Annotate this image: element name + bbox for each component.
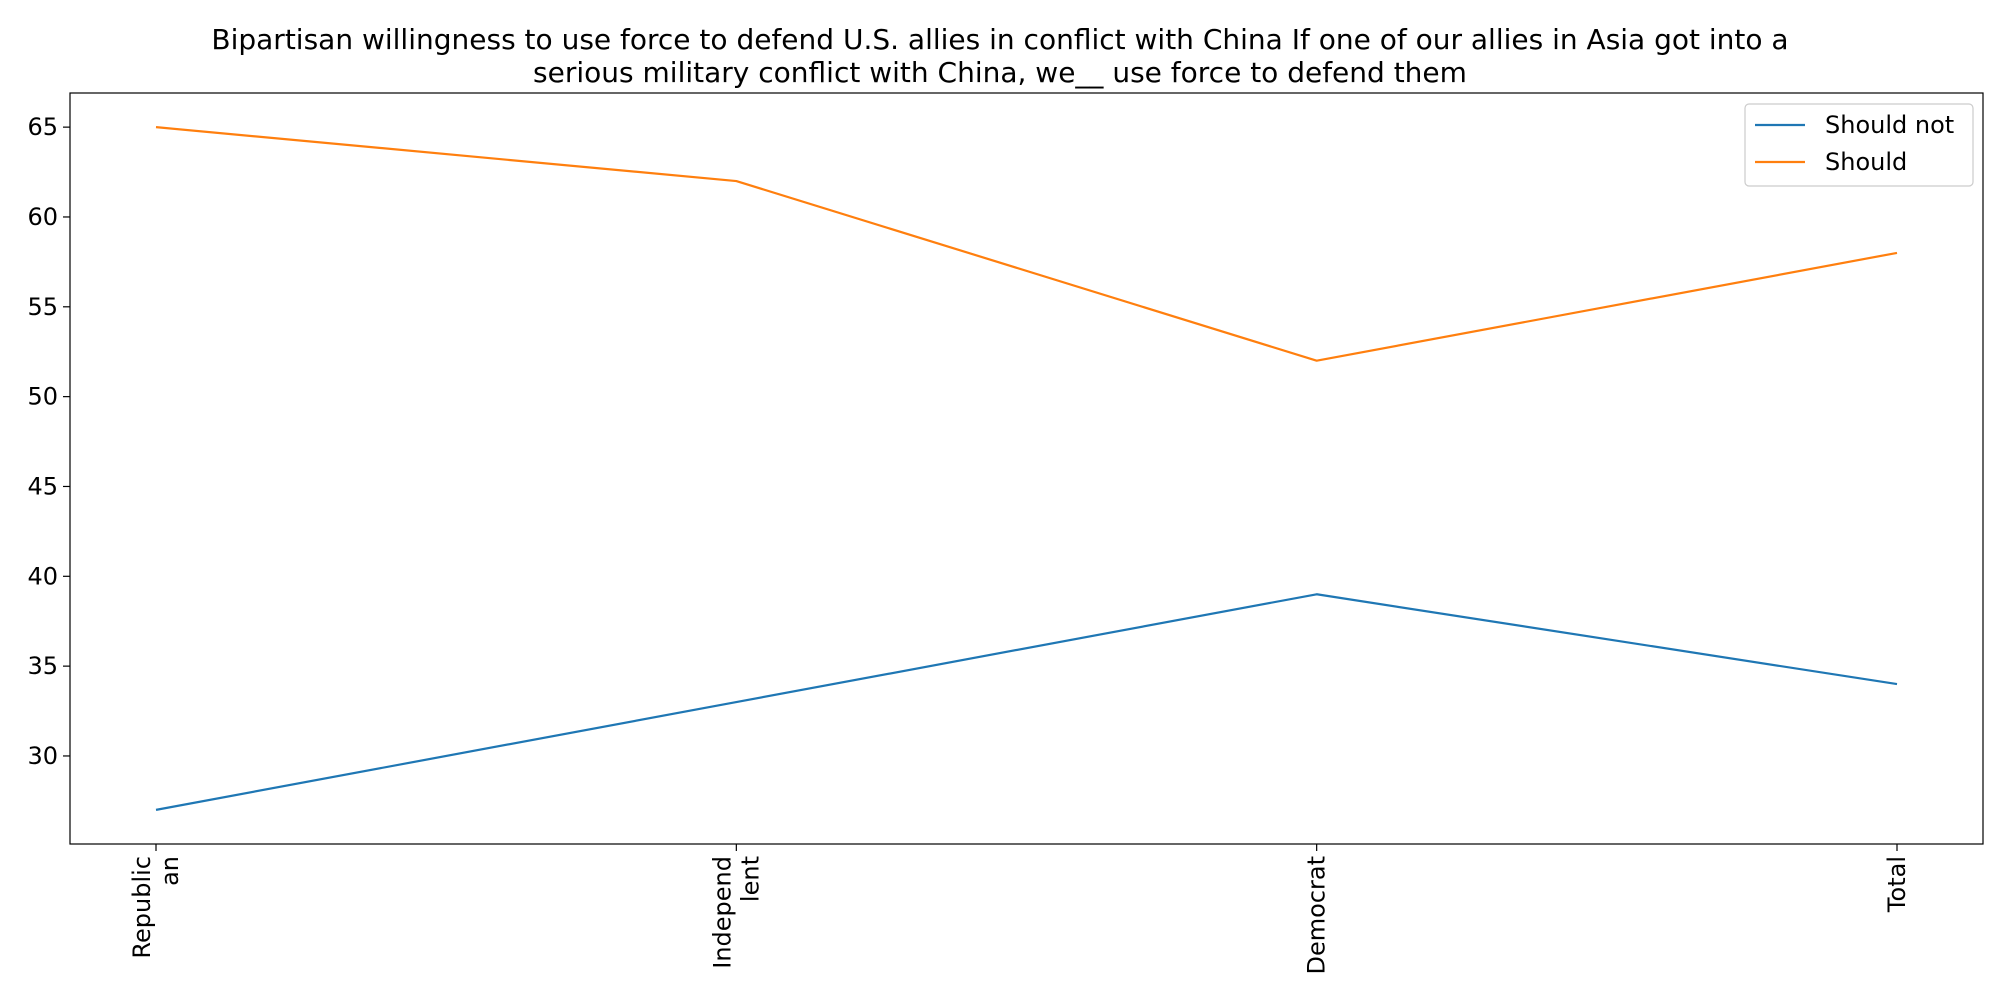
y-tick-label: 35 — [27, 652, 58, 680]
x-tick-label-line: Democrat — [1303, 856, 1331, 975]
series-line-should — [155, 126, 1898, 362]
y-tick-label: 30 — [27, 742, 58, 770]
series-line-should-not — [155, 593, 1898, 811]
legend: Should not Should — [1744, 103, 1974, 187]
x-tick-label-line: an — [156, 856, 184, 886]
chart-title-line: Bipartisan willingness to use force to d… — [211, 23, 1788, 56]
chart-title-line: serious military conflict with China, we… — [533, 56, 1467, 89]
x-tick-label-line: lent — [736, 856, 764, 902]
series-lines — [155, 126, 1898, 811]
plot-area — [69, 92, 1984, 845]
y-tick-label: 45 — [27, 472, 58, 500]
x-tick-label-line: Total — [1883, 856, 1911, 913]
y-tick-label: 65 — [27, 113, 58, 141]
x-tick-label-line: Independ — [708, 856, 736, 969]
legend-label: Should not — [1825, 111, 1954, 139]
chart-title: Bipartisan willingness to use force to d… — [211, 23, 1788, 89]
chart-title-text: Bipartisan willingness to use force to d… — [211, 23, 1788, 89]
x-tick-label: Independ lent — [708, 856, 764, 969]
legend-label: Should — [1825, 148, 1907, 176]
x-tick-label: Republic an — [128, 856, 184, 959]
y-tick-label: 55 — [27, 293, 58, 321]
y-axis: 30 35 40 45 50 55 60 65 — [27, 113, 70, 770]
x-tick-label: Total — [1883, 856, 1911, 913]
y-tick-label: 40 — [27, 562, 58, 590]
x-axis: Republic an Independ lent Democrat Total — [128, 844, 1911, 975]
y-tick-label: 60 — [27, 203, 58, 231]
x-tick-label: Democrat — [1303, 856, 1331, 975]
y-tick-label: 50 — [27, 383, 58, 411]
x-tick-label-line: Republic — [128, 856, 156, 959]
